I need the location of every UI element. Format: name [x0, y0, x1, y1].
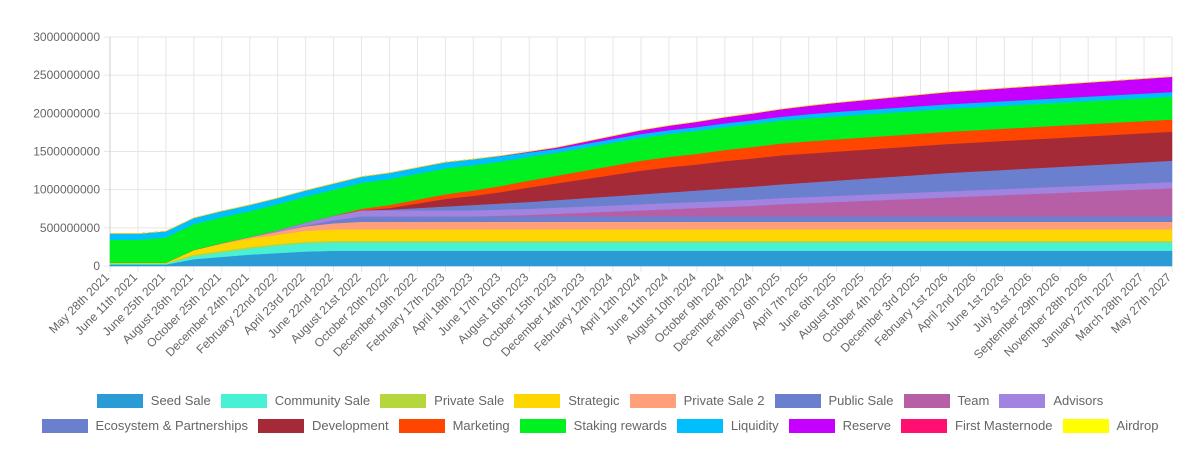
legend-swatch [774, 393, 821, 408]
area-airdrop [110, 76, 1173, 234]
legend-item-development[interactable]: Development [257, 418, 389, 433]
legend-item-first-masternode[interactable]: First Masternode [901, 418, 1053, 433]
legend-label: Liquidity [730, 418, 779, 433]
legend-label: Marketing [452, 418, 510, 433]
legend-label: Public Sale [828, 393, 894, 408]
legend-item-ecosystem-partnerships[interactable]: Ecosystem & Partnerships [41, 418, 248, 433]
legend-label: Airdrop [1116, 418, 1159, 433]
legend-item-reserve[interactable]: Reserve [788, 418, 891, 433]
area-series [109, 76, 1173, 267]
legend-swatch [788, 418, 835, 433]
legend-swatch [1062, 418, 1109, 433]
legend-label: Reserve [842, 418, 891, 433]
legend-swatch [257, 418, 304, 433]
legend-item-marketing[interactable]: Marketing [398, 418, 510, 433]
legend-label: Private Sale 2 [683, 393, 765, 408]
legend-item-strategic[interactable]: Strategic [514, 393, 620, 408]
legend-label: Team [957, 393, 990, 408]
legend-label: Advisors [1053, 393, 1104, 408]
y-tick-label: 2500000000 [33, 68, 100, 82]
legend-label: First Masternode [955, 418, 1053, 433]
legend-swatch [380, 393, 427, 408]
legend-item-private-sale-2[interactable]: Private Sale 2 [629, 393, 765, 408]
legend-swatch [519, 418, 566, 433]
legend-swatch [514, 393, 561, 408]
legend-swatch [901, 418, 947, 433]
y-tick-label: 1000000000 [33, 183, 100, 197]
legend-swatch [96, 393, 143, 408]
legend-label: Strategic [568, 393, 620, 408]
legend-swatch [41, 418, 88, 433]
legend-item-liquidity[interactable]: Liquidity [676, 418, 779, 433]
legend-label: Seed Sale [150, 393, 211, 408]
legend-label: Ecosystem & Partnerships [95, 418, 248, 433]
legend-swatch [220, 393, 267, 408]
legend: Seed Sale Community Sale Private Sale Strat… [0, 388, 1200, 438]
legend-item-team[interactable]: Team [903, 393, 990, 408]
stacked-area-chart: 0 500000000 1000000000 1500000000 2000000000… [33, 30, 1174, 362]
legend-swatch [398, 418, 445, 433]
y-tick-label: 3000000000 [33, 30, 100, 44]
y-axis: 0 500000000 1000000000 1500000000 2000000000… [33, 30, 100, 273]
legend-label: Community Sale [274, 393, 371, 408]
legend-label: Staking rewards [573, 418, 667, 433]
legend-item-community-sale[interactable]: Community Sale [220, 393, 371, 408]
y-tick-label: 0 [93, 259, 100, 273]
legend-swatch [629, 393, 676, 408]
legend-label: Development [311, 418, 389, 433]
legend-swatch [999, 393, 1046, 408]
legend-item-public-sale[interactable]: Public Sale [774, 393, 894, 408]
legend-item-staking-rewards[interactable]: Staking rewards [519, 418, 667, 433]
legend-row: Seed Sale Community Sale Private Sale Strat… [0, 388, 1200, 413]
y-tick-label: 2000000000 [33, 106, 100, 120]
legend-item-airdrop[interactable]: Airdrop [1062, 418, 1159, 433]
legend-label: Private Sale [434, 393, 505, 408]
legend-item-advisors[interactable]: Advisors [999, 393, 1103, 408]
legend-item-seed-sale[interactable]: Seed Sale [96, 393, 211, 408]
y-tick-label: 1500000000 [33, 145, 100, 159]
y-tick-label: 500000000 [40, 221, 100, 235]
legend-swatch [903, 393, 950, 408]
legend-item-private-sale[interactable]: Private Sale [380, 393, 504, 408]
legend-swatch [676, 418, 723, 433]
legend-row: Ecosystem & Partnerships Development Marke… [0, 413, 1200, 438]
